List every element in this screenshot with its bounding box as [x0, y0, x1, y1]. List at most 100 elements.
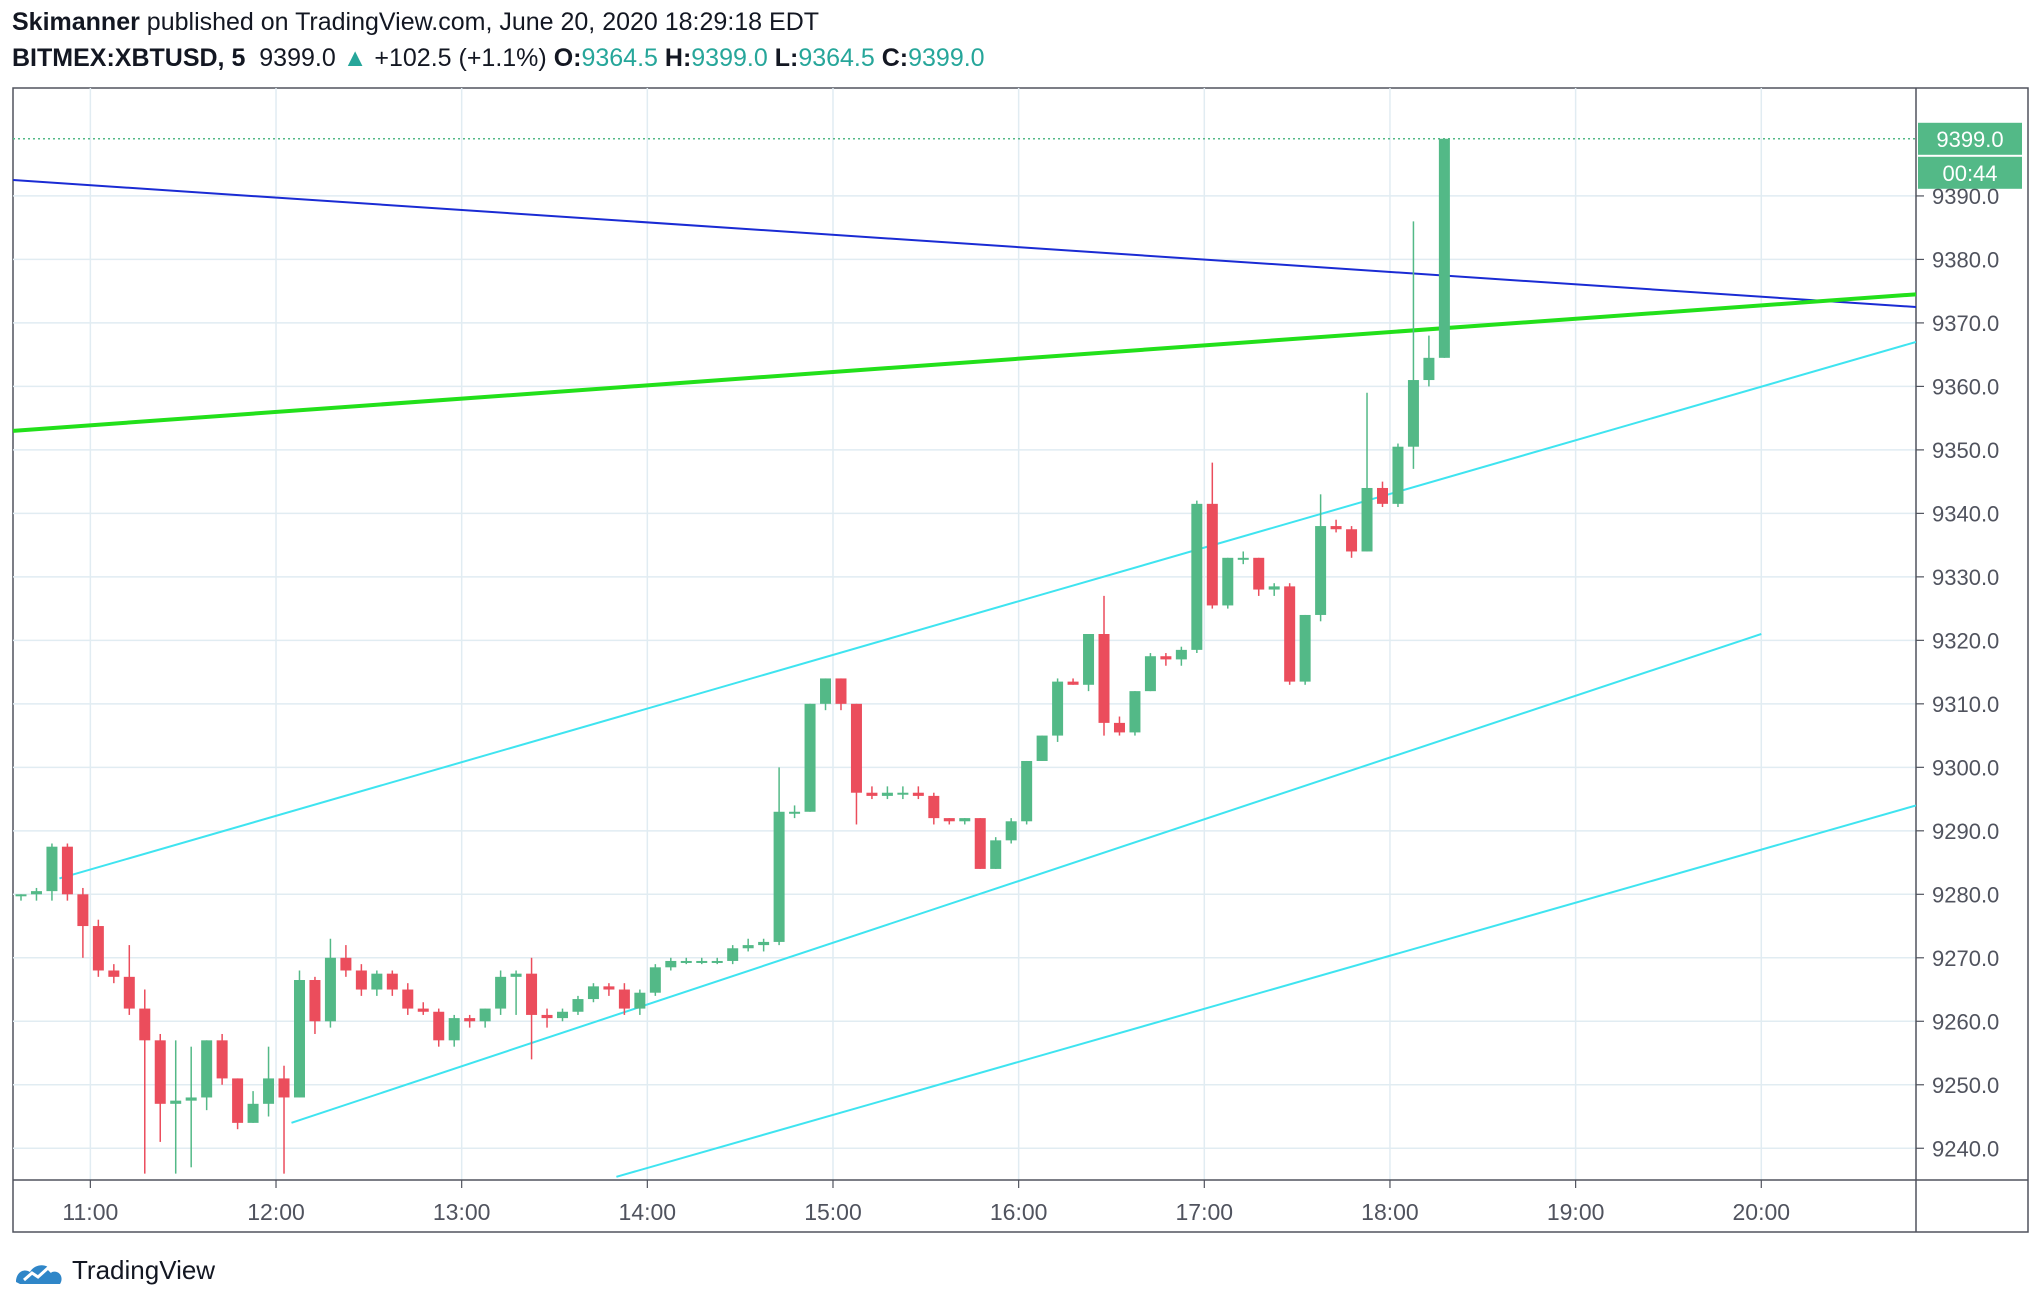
candle-down	[1098, 634, 1110, 723]
trendline-channel-upper	[59, 340, 1916, 880]
candle-down	[139, 1008, 151, 1041]
candle-up	[696, 960, 708, 963]
price-tick-label: 9280.0	[1932, 882, 1999, 907]
candle-up	[263, 1078, 275, 1104]
price-tick-label: 9310.0	[1932, 692, 1999, 717]
candle-up	[1222, 557, 1234, 606]
price-tick-label: 9250.0	[1932, 1073, 1999, 1098]
price-change: +102.5 (+1.1%)	[374, 44, 547, 72]
candle-up	[1407, 380, 1419, 447]
candle-up	[201, 1040, 213, 1098]
candle-up	[479, 1008, 491, 1022]
candle-up	[634, 992, 646, 1009]
price-tick-label: 9340.0	[1932, 501, 1999, 526]
candle-down	[1346, 529, 1358, 552]
candle-down	[464, 1018, 476, 1022]
candle-up	[742, 945, 754, 949]
last-price-label: 9399.0	[1936, 127, 2003, 152]
candle-up	[1361, 487, 1373, 552]
time-tick-label: 15:00	[804, 1199, 862, 1225]
footer: TradingView	[14, 1255, 215, 1286]
candle-up	[1175, 649, 1187, 660]
trendline-channel-middle	[291, 633, 1762, 1124]
candle-up	[587, 986, 599, 1000]
countdown-label: 00:44	[1942, 161, 1997, 186]
candle-down	[417, 1008, 429, 1012]
candle-up	[649, 967, 661, 993]
candle-down	[526, 973, 538, 1015]
candle-down	[1160, 656, 1172, 660]
time-tick-label: 20:00	[1733, 1199, 1791, 1225]
candle-down	[1206, 503, 1218, 606]
time-tick-label: 17:00	[1176, 1199, 1234, 1225]
candle-down	[943, 818, 955, 822]
countdown-badge	[1918, 156, 2022, 189]
candle-up	[1052, 681, 1064, 736]
time-tick-label: 19:00	[1547, 1199, 1605, 1225]
candle-down	[618, 989, 630, 1009]
trendline-blue-descending	[13, 179, 1916, 309]
candle-down	[912, 792, 924, 796]
candle-up	[1315, 526, 1327, 615]
candle-up	[789, 811, 801, 814]
candle-up	[448, 1018, 460, 1041]
candle-down	[123, 976, 135, 1009]
candle-up	[15, 894, 27, 897]
high-label: H:	[664, 44, 692, 72]
candle-down	[866, 792, 878, 796]
high-value: 9399.0	[691, 44, 768, 72]
candle-down	[1330, 526, 1342, 530]
candle-down	[1113, 722, 1125, 733]
price-tick-label: 9320.0	[1932, 628, 1999, 653]
low-value: 9364.5	[798, 44, 875, 72]
close-label: C:	[881, 44, 909, 72]
candle-up	[371, 973, 383, 990]
candle-up	[1021, 760, 1033, 822]
price-tick-label: 9260.0	[1932, 1009, 1999, 1034]
candle-down	[928, 795, 940, 819]
price-tick-label: 9300.0	[1932, 755, 1999, 780]
candle-down	[232, 1078, 244, 1123]
candle-up	[1036, 735, 1048, 761]
price-tick-label: 9360.0	[1932, 374, 1999, 399]
candle-down	[92, 926, 104, 971]
candle-up	[1129, 691, 1141, 733]
candle-down	[278, 1078, 290, 1098]
time-tick-label: 18:00	[1361, 1199, 1419, 1225]
candle-down	[340, 957, 352, 971]
candle-down	[154, 1040, 166, 1104]
symbol-name: BITMEX:XBTUSD, 5	[12, 44, 246, 72]
tradingview-logo-icon[interactable]	[14, 1256, 64, 1286]
candle-up	[572, 999, 584, 1012]
trendline-green-rising	[13, 292, 1916, 433]
candle-down	[309, 980, 321, 1022]
candle-up	[46, 846, 58, 892]
candle-up	[1423, 357, 1435, 381]
candle-up	[773, 811, 785, 942]
candle-up	[804, 703, 816, 812]
chart-frame	[12, 87, 2029, 1233]
candle-up	[170, 1100, 182, 1104]
candle-down	[835, 678, 847, 704]
author-name[interactable]: Skimanner	[12, 8, 140, 36]
price-tick-label: 9350.0	[1932, 438, 1999, 463]
candle-up	[665, 960, 677, 968]
candle-down	[61, 846, 73, 895]
candle-up	[510, 973, 522, 977]
close-value: 9399.0	[908, 44, 985, 72]
open-label: O:	[553, 44, 582, 72]
candle-up	[247, 1103, 259, 1123]
candle-down	[402, 989, 414, 1009]
candle-up	[30, 891, 42, 895]
time-tick-label: 12:00	[247, 1199, 305, 1225]
price-tick-label: 9270.0	[1932, 946, 1999, 971]
triangle-up-icon: ▲	[342, 44, 368, 72]
publish-info: Skimanner published on TradingView.com, …	[12, 8, 819, 37]
candle-up	[324, 957, 336, 1022]
last-price: 9399.0	[259, 44, 336, 72]
low-label: L:	[774, 44, 799, 72]
candle-up	[1392, 446, 1404, 504]
tradingview-brand[interactable]: TradingView	[72, 1255, 216, 1285]
published-text: published on TradingView.com, June 20, 2…	[146, 8, 820, 36]
